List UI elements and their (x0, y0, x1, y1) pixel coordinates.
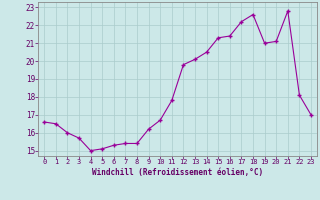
X-axis label: Windchill (Refroidissement éolien,°C): Windchill (Refroidissement éolien,°C) (92, 168, 263, 177)
